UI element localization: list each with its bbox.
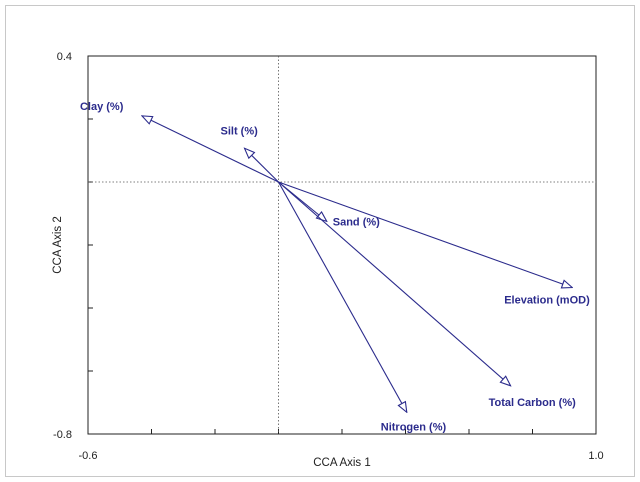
chart-frame [5,5,635,477]
vector-series [142,116,572,412]
vector-clay [142,116,279,183]
y-tick-label-min: -0.8 [53,429,72,441]
y-tick-label-max: 0.4 [57,51,72,63]
vector-total-carbon [278,181,511,386]
vector-label-silt: Silt (%) [221,125,259,137]
vector-label-nitrogen: Nitrogen (%) [381,421,447,433]
vector-label-total-carbon: Total Carbon (%) [489,397,577,409]
x-axis-title: CCA Axis 1 [313,457,371,469]
vector-elevation-mod [278,181,573,288]
vector-label-elevation-mod: Elevation (mOD) [504,295,590,307]
x-tick-label-max: 1.0 [588,450,603,462]
reference-lines [88,56,596,434]
vector-label-sand: Sand (%) [333,216,380,228]
vector-labels: Clay (%) Silt (%) Sand (%) Elevation (mOD) T… [80,101,590,433]
plot-area [87,55,597,435]
vector-silt [245,148,279,183]
vector-label-clay: Clay (%) [80,101,124,113]
x-tick-label-min: -0.6 [79,450,98,462]
y-axis-title: CCA Axis 2 [52,216,64,274]
vector-nitrogen [278,181,407,412]
axis-ticks [88,118,533,434]
